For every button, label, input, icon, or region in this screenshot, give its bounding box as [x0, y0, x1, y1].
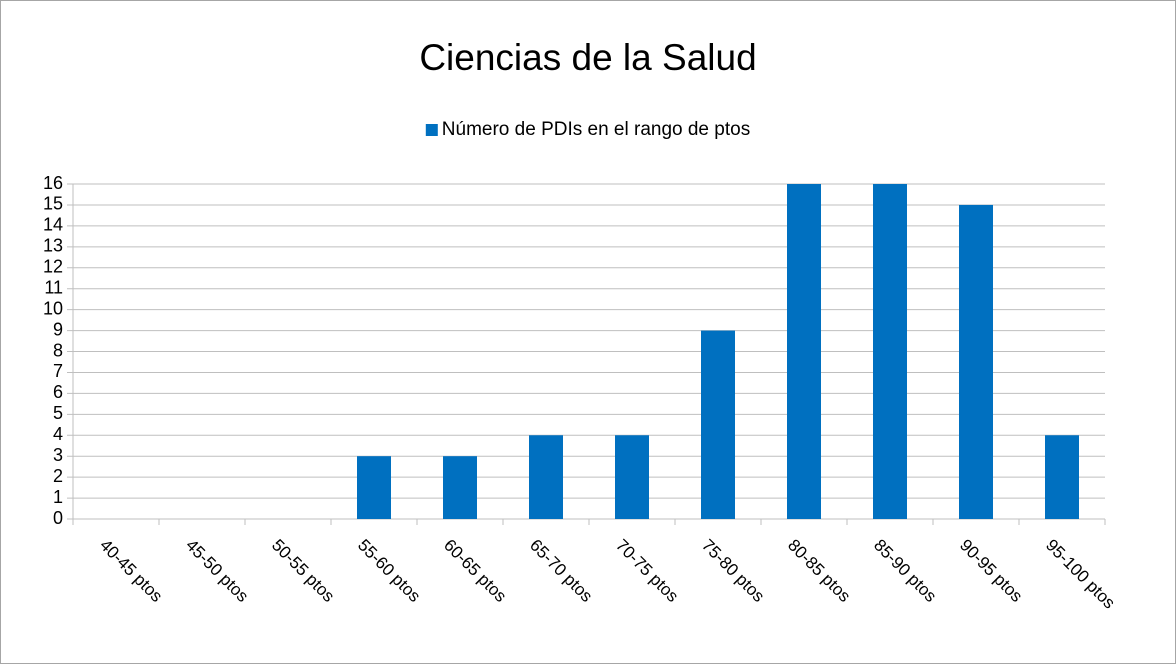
- y-tick-label: 8: [53, 340, 63, 360]
- chart-title: Ciencias de la Salud: [419, 37, 756, 78]
- y-tick-label: 14: [43, 215, 63, 235]
- bar: [443, 456, 477, 519]
- y-tick-label: 1: [53, 487, 63, 507]
- bar: [529, 435, 563, 519]
- y-tick-label: 3: [53, 445, 63, 465]
- y-tick-label: 15: [43, 194, 63, 214]
- bar: [357, 456, 391, 519]
- y-tick-label: 2: [53, 466, 63, 486]
- y-tick-label: 5: [53, 403, 63, 423]
- y-tick-label: 10: [43, 298, 63, 318]
- legend-label: Número de PDIs en el rango de ptos: [442, 119, 750, 140]
- y-tick-label: 7: [53, 361, 63, 381]
- y-tick-label: 13: [43, 236, 63, 256]
- bar: [873, 184, 907, 519]
- bar: [959, 204, 993, 519]
- y-tick-label: 4: [53, 424, 63, 444]
- y-tick-label: 11: [44, 277, 63, 297]
- y-tick-label: 0: [53, 508, 63, 528]
- legend-swatch: [425, 124, 438, 136]
- y-tick-label: 12: [43, 257, 63, 277]
- bar: [1045, 435, 1079, 519]
- bar: [787, 184, 821, 519]
- bar: [615, 435, 649, 519]
- y-tick-label: 6: [53, 382, 63, 402]
- y-tick-label: 9: [53, 319, 63, 339]
- bar: [701, 330, 735, 519]
- y-tick-label: 16: [43, 173, 63, 193]
